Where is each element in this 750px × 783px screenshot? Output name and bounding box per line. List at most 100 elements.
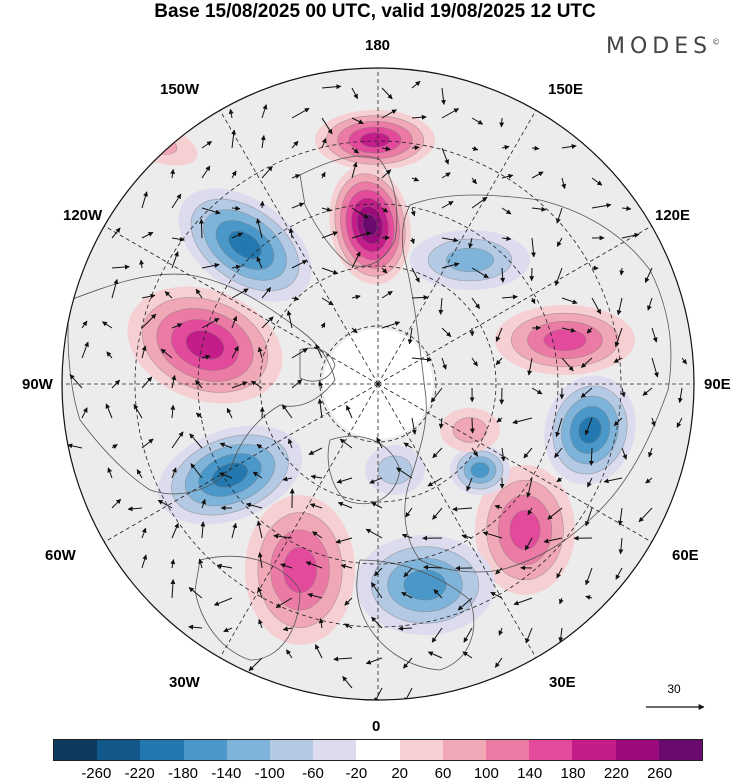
- wind-vector: [405, 507, 413, 518]
- wind-vector: [554, 447, 563, 458]
- wind-vector: [127, 506, 143, 512]
- wind-vector: [681, 357, 687, 365]
- wind-vector: [561, 144, 577, 149]
- wind-vector: [621, 206, 632, 211]
- colorbar-swatch: [140, 740, 184, 760]
- colorbar-tick-label: -220: [124, 765, 155, 782]
- wind-vector: [321, 117, 333, 135]
- colorbar-tick-label: 20: [391, 765, 408, 782]
- wind-vector: [111, 278, 119, 299]
- wind-vector: [411, 417, 417, 435]
- wind-vector: [651, 357, 659, 378]
- wind-vector: [381, 87, 393, 100]
- wind-reference: 30: [646, 682, 706, 696]
- wind-vector: [340, 563, 353, 569]
- wind-vector: [471, 146, 479, 151]
- wind-vector: [644, 267, 653, 283]
- wind-vector: [201, 354, 211, 360]
- wind-vector: [157, 499, 173, 509]
- wind-vector: [498, 627, 504, 636]
- wind-vector: [141, 345, 147, 359]
- wind-vector: [584, 417, 593, 436]
- wind-vector: [351, 161, 358, 179]
- wind-vector: [188, 587, 203, 599]
- wind-vector: [591, 177, 603, 186]
- meridian-line: [104, 225, 379, 385]
- wind-vector: [141, 376, 153, 389]
- wind-vector: [441, 357, 447, 370]
- wind-vector: [427, 651, 443, 659]
- wind-vector: [248, 657, 263, 672]
- wind-vector: [411, 176, 420, 182]
- wind-vector: [494, 657, 503, 668]
- wind-vector: [381, 109, 397, 119]
- wind-vector: [231, 345, 239, 359]
- wind-vector: [261, 287, 272, 299]
- colorbar-tick-label: 100: [473, 765, 499, 782]
- wind-vector: [139, 259, 145, 269]
- wind-vector: [164, 291, 173, 299]
- wind-vector: [561, 297, 578, 305]
- wind-vector: [647, 297, 653, 311]
- lon-label-150w: 150W: [160, 81, 200, 98]
- wind-vectors: [67, 80, 687, 700]
- wind-vector: [369, 477, 383, 484]
- anomaly-contour: [446, 247, 494, 273]
- wind-vector: [314, 644, 323, 659]
- wind-vector: [501, 236, 512, 242]
- wind-vector: [457, 597, 473, 611]
- wind-vector: [141, 191, 148, 209]
- wind-vector: [452, 506, 473, 512]
- wind-vector: [376, 437, 383, 449]
- wind-vector: [261, 165, 273, 179]
- lon-label-90w: 90W: [22, 376, 53, 393]
- wind-vector: [252, 471, 263, 479]
- wind-vector: [403, 657, 413, 669]
- wind-vector: [258, 618, 263, 629]
- wind-vector: [170, 579, 176, 599]
- wind-vector: [344, 597, 353, 606]
- wind-vector: [231, 522, 238, 539]
- wind-vector: [381, 267, 388, 274]
- wind-vector: [411, 357, 432, 363]
- wind-vector: [213, 597, 233, 606]
- wind-vector: [471, 357, 478, 367]
- anomaly-contour: [212, 462, 248, 488]
- wind-vector: [371, 501, 383, 509]
- wind-vector: [81, 320, 88, 329]
- wind-vector: [381, 169, 392, 179]
- colorbar-tick-label: 140: [517, 765, 543, 782]
- wind-vector: [201, 498, 206, 509]
- wind-vector: [141, 527, 147, 539]
- wind-vector: [427, 477, 443, 487]
- wind-vector: [257, 552, 263, 569]
- wind-vector: [309, 503, 323, 509]
- colorbar-tick-label: -140: [211, 765, 242, 782]
- wind-vector: [530, 297, 536, 305]
- wind-vector: [585, 567, 593, 586]
- wind-vector: [231, 264, 241, 270]
- wind-vector: [512, 417, 533, 425]
- wind-vector: [398, 625, 413, 631]
- wind-vector: [231, 129, 237, 149]
- wind-vector: [619, 267, 625, 276]
- wind-vector: [170, 559, 176, 569]
- wind-vector: [256, 443, 263, 449]
- wind-vector: [195, 412, 203, 419]
- wind-vector: [200, 521, 206, 539]
- anomaly-center: [365, 445, 425, 495]
- wind-vector: [469, 417, 475, 434]
- wind-vector: [500, 267, 506, 283]
- wind-vector: [531, 387, 543, 395]
- colorbar-tick-label: -180: [167, 765, 199, 782]
- wind-vector: [441, 200, 454, 209]
- wind-vector: [171, 251, 179, 269]
- wind-vector: [371, 616, 383, 629]
- wind-vector: [312, 531, 323, 539]
- lon-label-60w: 60W: [45, 547, 76, 564]
- wind-vector: [285, 649, 293, 659]
- wind-vector: [495, 567, 503, 575]
- wind-vector: [351, 251, 361, 269]
- wind-vector: [468, 237, 474, 249]
- lon-label-90e: 90E: [704, 376, 731, 393]
